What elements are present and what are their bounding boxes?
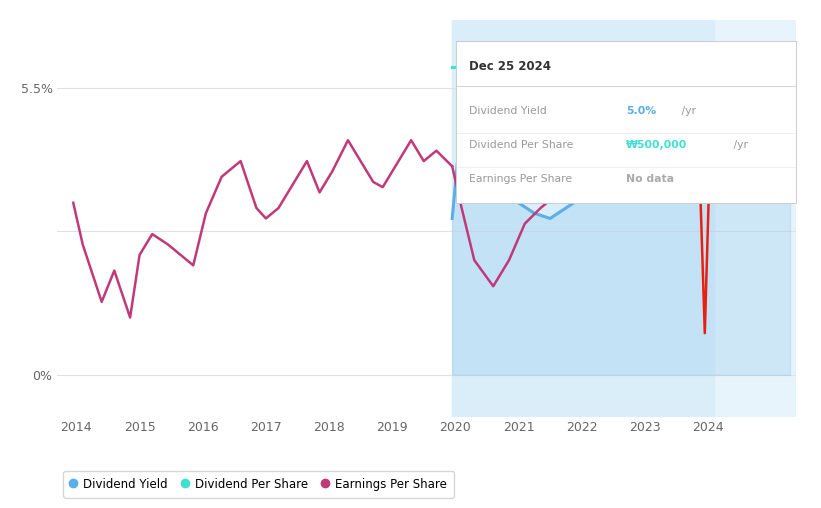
Legend: Dividend Yield, Dividend Per Share, Earnings Per Share: Dividend Yield, Dividend Per Share, Earn… (63, 471, 455, 498)
Text: Past: Past (718, 64, 742, 76)
Bar (452, 20, 714, 417)
Text: No data: No data (626, 174, 674, 184)
Text: Earnings Per Share: Earnings Per Share (470, 174, 572, 184)
Bar (714, 20, 796, 417)
Text: /yr: /yr (678, 106, 696, 115)
Text: Dividend Yield: Dividend Yield (470, 106, 547, 115)
Text: Dec 25 2024: Dec 25 2024 (470, 60, 551, 73)
Text: 5.0%: 5.0% (626, 106, 656, 115)
Text: ₩500,000: ₩500,000 (626, 140, 687, 150)
Text: Dividend Per Share: Dividend Per Share (470, 140, 574, 150)
Text: /yr: /yr (730, 140, 748, 150)
